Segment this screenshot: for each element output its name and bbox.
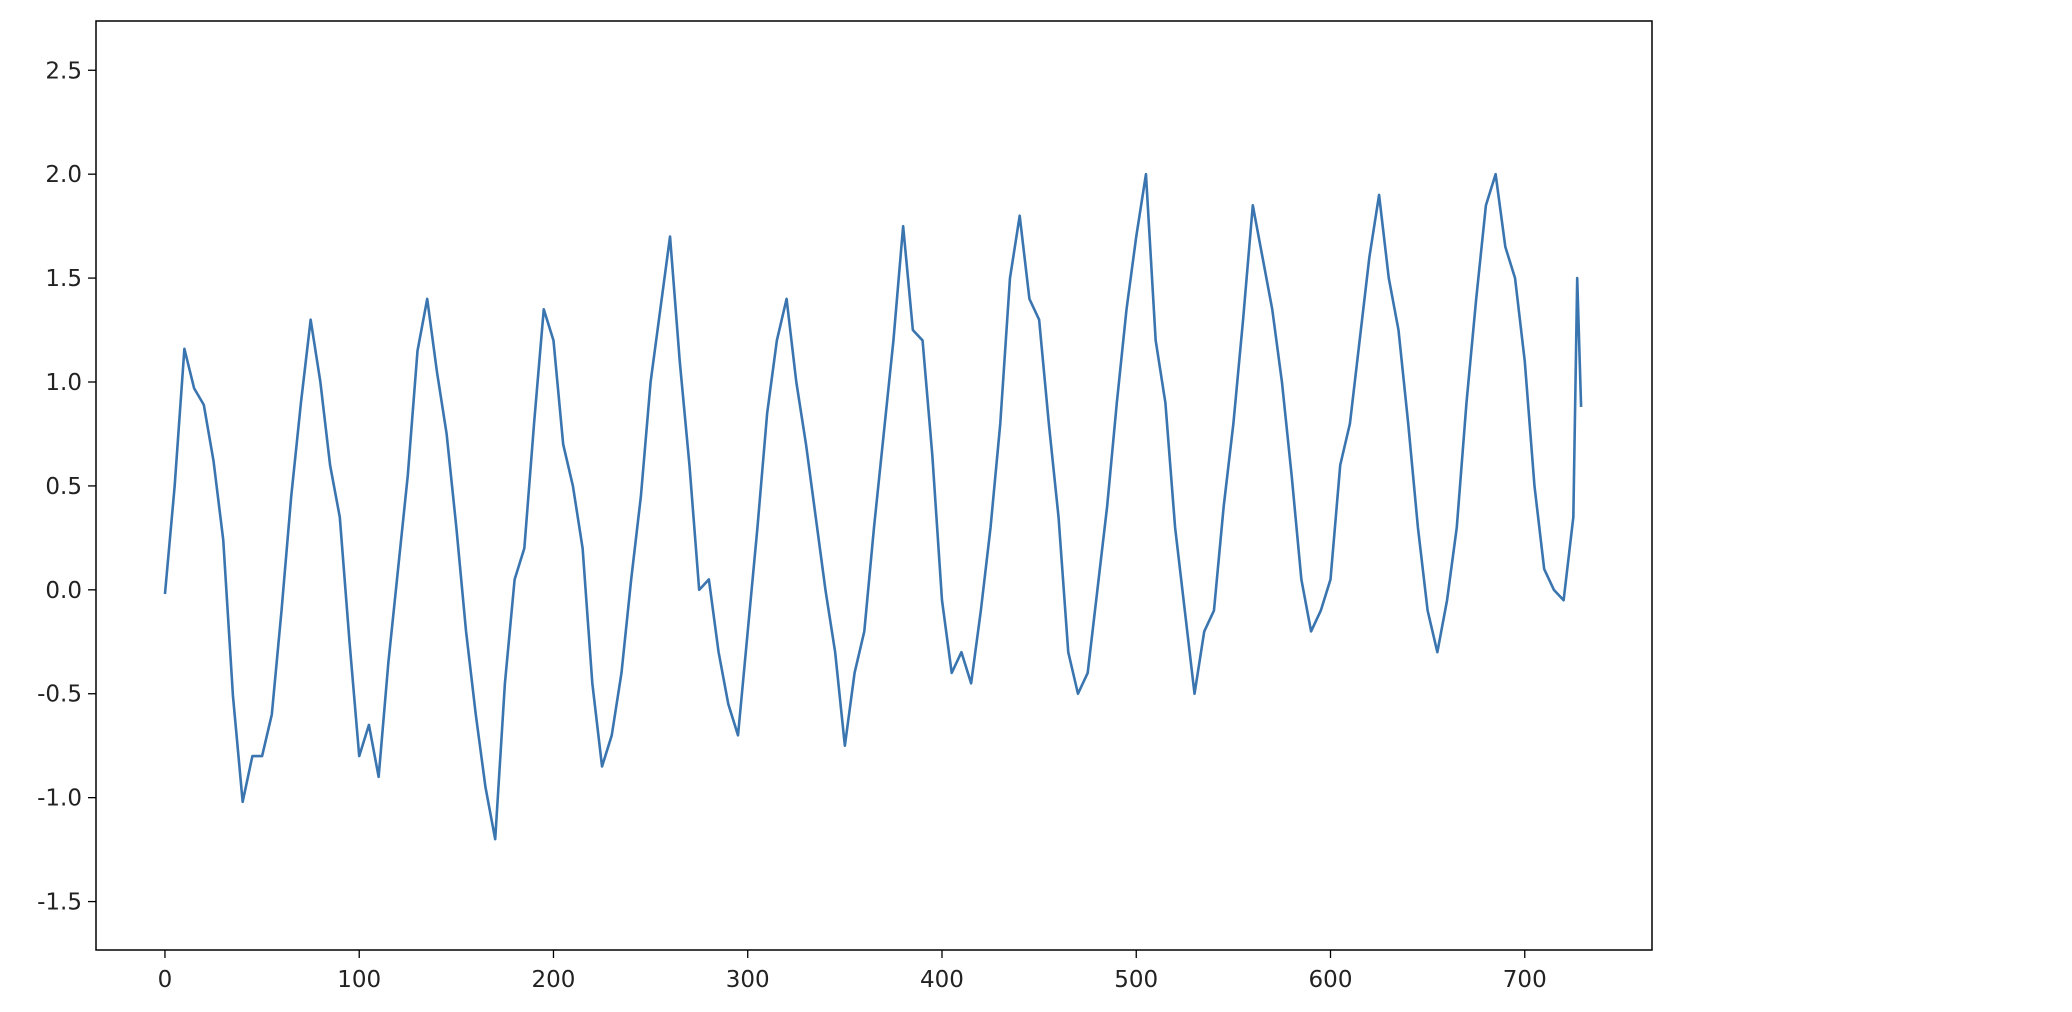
y-tick-label: 2.5 [45,58,82,84]
x-tick-label: 200 [532,967,576,993]
x-tick-label: 0 [158,967,173,993]
y-tick-label: 1.0 [45,370,82,396]
y-tick-label: -1.0 [37,786,82,812]
data-line [163,172,1583,841]
x-tick-label: 400 [920,967,964,993]
y-tick-label: -0.5 [37,682,82,708]
x-tick-label: 700 [1503,967,1547,993]
x-tick-label: 600 [1309,967,1353,993]
y-tick-label: 2.0 [45,162,82,188]
y-tick-label: 1.5 [45,266,82,292]
plot-frame [95,20,1653,951]
y-tick-label: 0.0 [45,578,82,604]
y-tick-label: -1.5 [37,890,82,916]
x-tick-label: 100 [337,967,381,993]
x-tick-label: 500 [1114,967,1158,993]
y-tick-label: 0.5 [45,474,82,500]
x-tick-label: 300 [726,967,770,993]
